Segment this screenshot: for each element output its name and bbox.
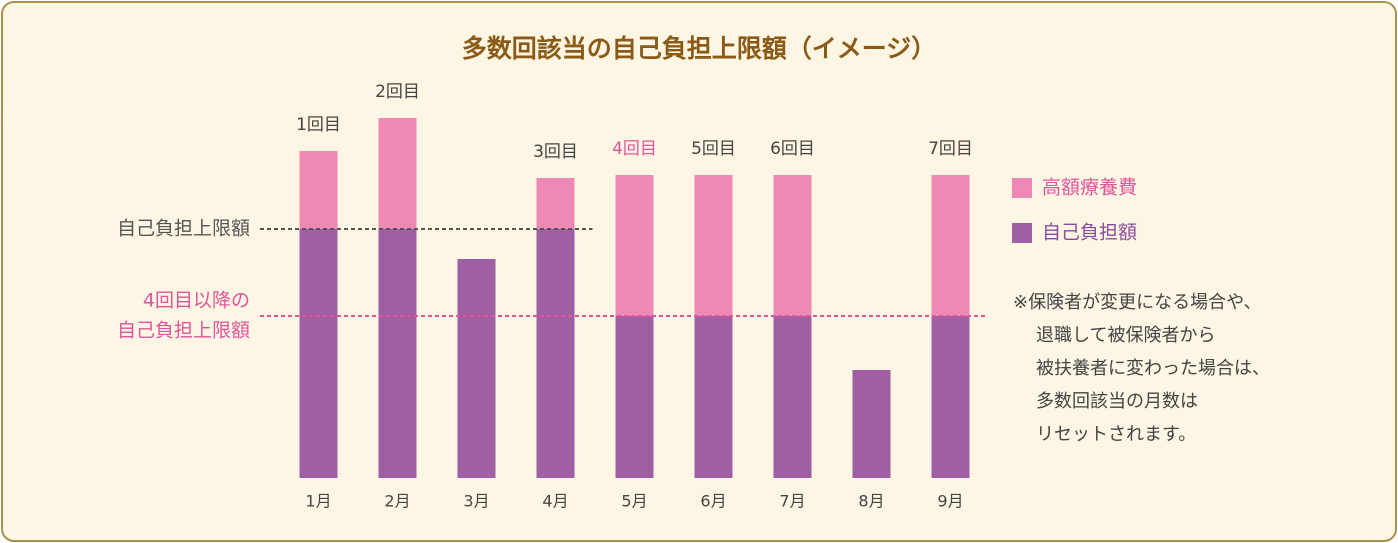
- reference-label: 自己負担上限額: [117, 320, 250, 342]
- x-tick-label: 8月: [858, 492, 884, 511]
- x-tick-label: 3月: [463, 492, 489, 511]
- legend-label: 自己負担額: [1042, 222, 1137, 244]
- x-tick-label: 9月: [937, 492, 963, 511]
- bar-segment: [773, 316, 812, 478]
- bar-segment: [773, 175, 812, 316]
- chart-title: 多数回該当の自己負担上限額（イメージ）: [462, 34, 937, 63]
- bar-segment: [378, 229, 417, 478]
- bar-segment: [299, 229, 338, 478]
- x-tick-label: 2月: [384, 492, 410, 511]
- bar-label: 5回目: [691, 139, 736, 159]
- bar-label: 7回目: [928, 139, 973, 159]
- bar-segment: [615, 316, 654, 478]
- bar-segment: [694, 175, 733, 316]
- bar-label: 3回目: [533, 142, 578, 162]
- x-tick-label: 5月: [621, 492, 647, 511]
- bar-segment: [457, 259, 496, 478]
- x-tick-label: 1月: [305, 492, 331, 511]
- legend-label: 高額療養費: [1042, 177, 1137, 199]
- bar-segment: [536, 229, 575, 478]
- bar-segment: [299, 151, 338, 229]
- bar-segment: [931, 316, 970, 478]
- bar-segment: [852, 370, 891, 478]
- bar-segment: [694, 316, 733, 478]
- bar-segment: [615, 175, 654, 316]
- bar-label: 1回目: [296, 115, 341, 135]
- note-line: 多数回該当の月数は: [1036, 391, 1198, 412]
- bar-label: 4回目: [612, 139, 657, 159]
- note-line: リセットされます。: [1036, 424, 1196, 445]
- note-line: ※保険者が変更になる場合や、: [1013, 292, 1262, 313]
- bar-label: 6回目: [770, 139, 815, 159]
- legend-swatch: [1012, 223, 1032, 243]
- reference-label: 自己負担上限額: [117, 218, 250, 240]
- x-tick-label: 4月: [542, 492, 568, 511]
- note-line: 被扶養者に変わった場合は、: [1036, 358, 1270, 379]
- note-line: 退職して被保険者から: [1036, 325, 1215, 346]
- x-tick-label: 6月: [700, 492, 726, 511]
- x-tick-label: 7月: [779, 492, 805, 511]
- bar-segment: [931, 175, 970, 316]
- bar-segment: [378, 118, 417, 229]
- reference-label: 4回目以降の: [143, 290, 250, 312]
- bar-segment: [536, 178, 575, 229]
- bar-label: 2回目: [375, 82, 420, 102]
- legend-swatch: [1012, 178, 1032, 198]
